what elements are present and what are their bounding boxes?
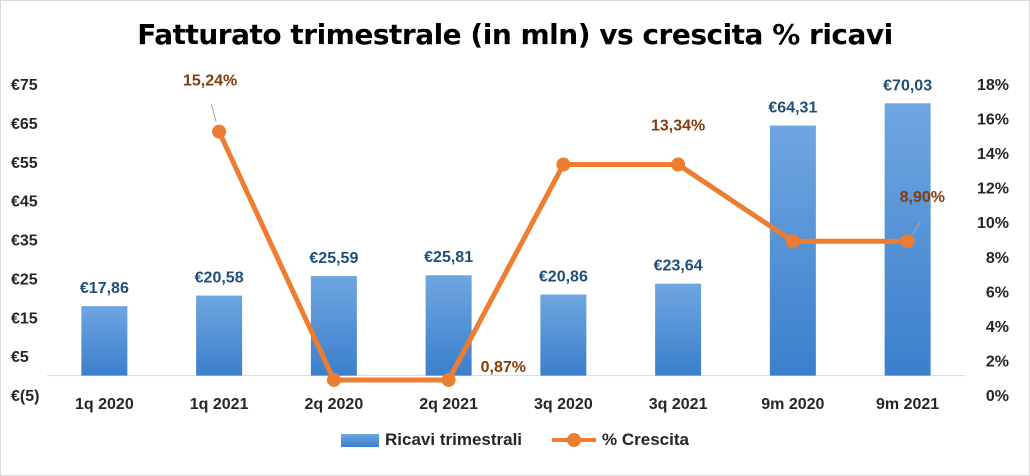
y-left-tick-label: €25 bbox=[11, 271, 38, 288]
y-left-tick-label: €5 bbox=[11, 349, 29, 366]
growth-data-label: 8,90% bbox=[900, 189, 945, 206]
bar-data-label: €25,59 bbox=[309, 250, 358, 267]
y-right-tick-label: 14% bbox=[977, 146, 1009, 163]
chart-title: Fatturato trimestrale (in mln) vs cresci… bbox=[137, 18, 893, 51]
y-right-tick-label: 8% bbox=[986, 250, 1009, 267]
x-tick-label: 2q 2021 bbox=[419, 396, 478, 413]
y-right-tick-label: 16% bbox=[977, 112, 1009, 129]
bar bbox=[196, 295, 243, 376]
bar-data-label: €64,31 bbox=[768, 100, 817, 117]
x-tick-label: 1q 2020 bbox=[75, 396, 134, 413]
growth-marker bbox=[900, 234, 915, 249]
x-tick-label: 1q 2021 bbox=[190, 396, 249, 413]
y-right-tick-label: 12% bbox=[977, 181, 1009, 198]
y-left-tick-label: €(5) bbox=[11, 388, 39, 405]
leader-line bbox=[210, 103, 217, 122]
bar bbox=[310, 276, 357, 376]
x-tick-label: 2q 2020 bbox=[305, 396, 364, 413]
legend-swatch-bar bbox=[341, 433, 380, 447]
legend-label-line: % Crescita bbox=[602, 430, 689, 449]
y-right-tick-label: 0% bbox=[986, 388, 1009, 405]
y-right-tick-label: 4% bbox=[986, 319, 1009, 336]
growth-marker bbox=[441, 372, 456, 387]
bar-data-label: €23,64 bbox=[654, 258, 703, 275]
bar-data-label: €25,81 bbox=[424, 249, 473, 266]
y-right-tick-label: 6% bbox=[986, 284, 1009, 301]
y-left-tick-label: €75 bbox=[11, 77, 38, 94]
y-right-tick-label: 10% bbox=[977, 215, 1009, 232]
legend-item-line: % Crescita bbox=[552, 430, 689, 450]
bar-data-label: €70,03 bbox=[883, 77, 932, 94]
legend-swatch-line bbox=[552, 433, 597, 447]
x-tick-label: 3q 2020 bbox=[534, 396, 593, 413]
y-right-tick-label: 18% bbox=[977, 77, 1009, 94]
y-left-tick-label: €45 bbox=[11, 194, 38, 211]
legend-item-bars: Ricavi trimestrali bbox=[341, 430, 522, 450]
growth-data-label: 15,24% bbox=[183, 73, 237, 90]
y-left-tick-label: €15 bbox=[11, 310, 38, 327]
bar-data-label: €20,86 bbox=[539, 268, 588, 285]
growth-marker bbox=[785, 234, 800, 249]
y-left-tick-label: €65 bbox=[11, 116, 38, 133]
bar bbox=[425, 275, 472, 376]
leader-line bbox=[912, 220, 922, 235]
legend-label-bars: Ricavi trimestrali bbox=[385, 430, 523, 449]
bar bbox=[540, 294, 587, 376]
x-tick-label: 3q 2021 bbox=[649, 396, 708, 413]
growth-marker bbox=[212, 124, 227, 139]
growth-marker bbox=[326, 372, 341, 387]
bar bbox=[655, 283, 702, 376]
legend: Ricavi trimestrali % Crescita bbox=[0, 430, 1030, 450]
bar-data-label: €20,58 bbox=[195, 270, 244, 287]
growth-marker bbox=[556, 157, 571, 172]
growth-data-label: 13,34% bbox=[651, 118, 705, 135]
bar-data-label: €17,86 bbox=[80, 280, 129, 297]
x-tick-label: 9m 2021 bbox=[876, 396, 939, 413]
y-left-tick-label: €35 bbox=[11, 233, 38, 250]
growth-data-label: 0,87% bbox=[481, 359, 526, 376]
bar bbox=[769, 125, 816, 376]
x-tick-label: 9m 2020 bbox=[761, 396, 824, 413]
y-left-tick-label: €55 bbox=[11, 155, 38, 172]
bar bbox=[81, 306, 128, 376]
y-right-tick-label: 2% bbox=[986, 353, 1009, 370]
growth-marker bbox=[671, 157, 686, 172]
